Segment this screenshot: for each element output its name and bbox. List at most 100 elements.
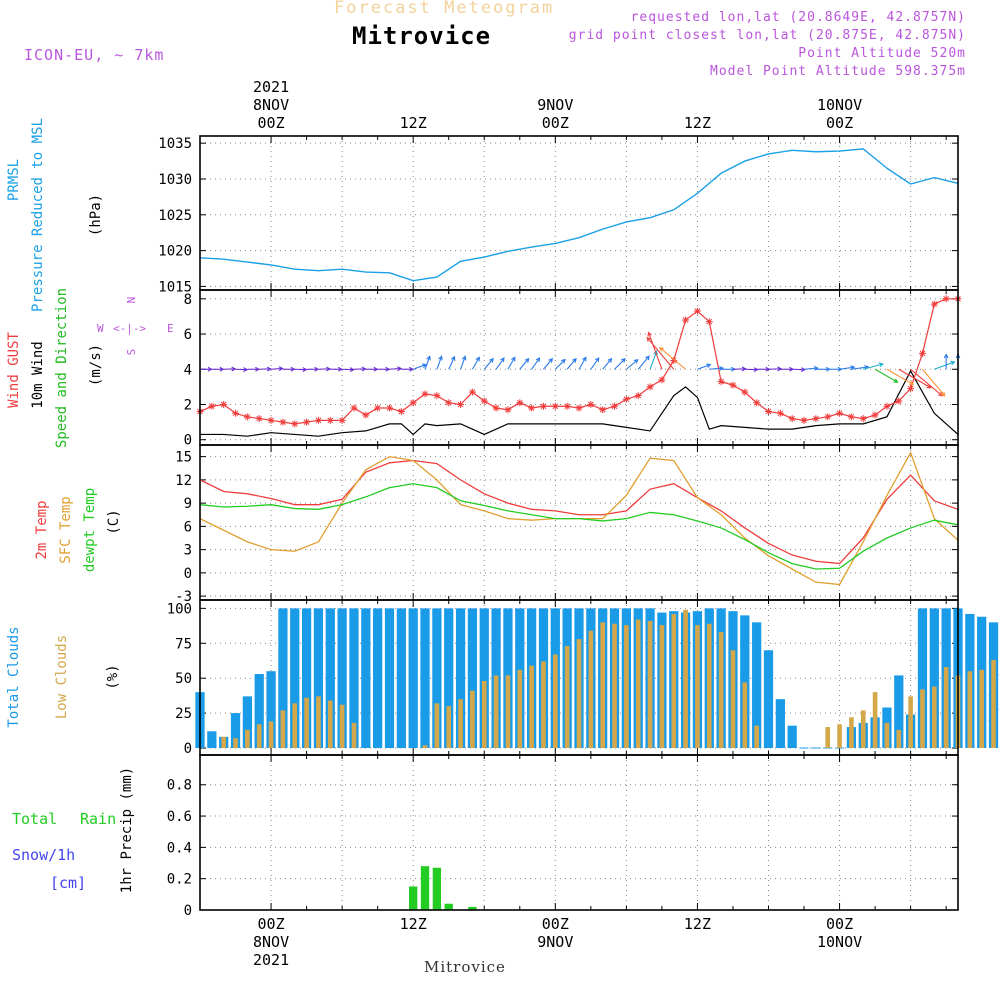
bottom-hour-label: 00Z	[258, 915, 285, 933]
wind-arrow	[614, 357, 626, 370]
wind-arrow-shaft	[578, 357, 587, 370]
low-clouds-label: Low Clouds	[54, 635, 70, 719]
wind-arrow-shaft	[874, 368, 898, 383]
wind-arrow-shaft	[483, 358, 494, 370]
low-cloud-bar	[730, 650, 736, 749]
bottom-hour-label: 12Z	[684, 915, 711, 933]
wind-arrow-shaft	[697, 364, 711, 370]
y-tick-label: 8	[184, 292, 192, 308]
footer-location: Mitrovice	[424, 958, 506, 976]
wind-arrow-head	[461, 355, 467, 361]
low-cloud-bar	[517, 669, 523, 749]
low-cloud-bar	[860, 710, 866, 749]
total-cloud-bar	[384, 608, 395, 749]
gust-marker	[599, 406, 607, 414]
gust-marker	[895, 397, 903, 405]
wind-arrow-head	[397, 366, 403, 372]
gust-marker	[611, 402, 619, 410]
wind-arrow	[365, 366, 379, 372]
wind-arrow	[922, 368, 946, 397]
chart-title: Mitrovice	[352, 22, 492, 50]
wind-arrow	[342, 367, 355, 372]
wind-arrow-head	[535, 357, 541, 363]
wind-arrow-shaft	[602, 358, 612, 370]
wind-arrow	[424, 355, 431, 370]
y-tick-label: 4	[184, 362, 192, 378]
pressure-label-long: Pressure Reduced to MSL	[30, 118, 46, 312]
wind-arrow-head	[326, 366, 332, 372]
gust-marker	[433, 392, 441, 400]
wind-arrow	[626, 359, 639, 370]
wind-arrow-shaft	[495, 357, 505, 370]
wind-arrow-head	[548, 357, 554, 363]
wind-arrow-head	[385, 366, 391, 372]
total-cloud-bar	[337, 608, 347, 749]
wind-arrow	[330, 366, 343, 372]
wind-arrow-shaft	[471, 357, 480, 370]
gust-marker	[717, 378, 725, 386]
temp-sfc-label: SFC Temp	[58, 496, 74, 563]
gust-marker	[812, 415, 820, 423]
low-cloud-bar	[624, 625, 629, 749]
wind-arrow	[732, 366, 747, 372]
temp-2m-label: 2m Temp	[34, 500, 50, 559]
wind-arrow	[768, 366, 783, 372]
wind-arrow-shaft	[910, 368, 943, 397]
low-cloud-bar	[304, 697, 309, 749]
gust-marker	[622, 395, 630, 403]
top-hour-label: 00Z	[258, 114, 285, 132]
rain-bar	[444, 903, 453, 910]
gust-marker	[409, 399, 417, 407]
wind-arrow-head	[302, 367, 308, 372]
low-cloud-bar	[742, 682, 748, 749]
wind-arrow-shaft	[922, 368, 946, 397]
gust-marker	[871, 411, 879, 419]
wind-arrow-head	[659, 346, 664, 352]
wind-arrow-shaft	[424, 356, 431, 370]
y-tick-label: -3	[175, 589, 192, 605]
total-cloud-bar	[349, 608, 359, 749]
gust-marker	[457, 400, 465, 408]
low-cloud-bar	[659, 625, 665, 749]
wind-arrow-shaft	[507, 357, 516, 370]
low-cloud-bar	[837, 724, 842, 749]
wind-arrow	[223, 366, 237, 372]
gust-marker	[386, 404, 393, 412]
low-cloud-bar	[292, 703, 298, 749]
gust-marker	[788, 415, 796, 423]
gust-marker	[492, 404, 500, 412]
wind-arrow-shaft	[637, 355, 650, 370]
low-cloud-bar	[481, 680, 487, 749]
gust-marker	[279, 418, 287, 426]
wind-10m-line	[200, 369, 959, 437]
low-cloud-bar	[908, 696, 913, 749]
total-cloud-bar	[775, 699, 785, 749]
gust-marker	[314, 416, 322, 424]
total-cloud-bar	[278, 608, 288, 749]
wind-arrow	[483, 357, 494, 370]
pressure-line	[199, 148, 959, 282]
total-cloud-bar	[479, 608, 489, 749]
y-tick-label: 0.2	[167, 872, 192, 888]
wind-arrow	[886, 368, 915, 385]
wind-arrow	[412, 363, 428, 370]
total-cloud-bar	[420, 608, 430, 749]
wind-arrow	[910, 368, 944, 397]
low-cloud-bar	[932, 686, 937, 749]
gust-marker	[397, 408, 405, 416]
gust-marker	[658, 376, 666, 384]
wind-arrow	[566, 357, 577, 370]
wind-arrow-head	[475, 356, 480, 362]
gust-marker	[291, 420, 299, 428]
low-cloud-bar	[884, 722, 890, 749]
total-cloud-bar	[894, 675, 904, 749]
gust-marker	[765, 408, 772, 416]
gust-marker	[267, 416, 275, 424]
low-cloud-bar	[635, 619, 641, 749]
wind-arrow-head	[653, 350, 658, 356]
y-tick-label: 0.6	[167, 809, 192, 825]
wind-arrow-head	[511, 356, 516, 362]
total-cloud-bar	[740, 615, 750, 749]
wind-arrow-head	[426, 355, 431, 361]
